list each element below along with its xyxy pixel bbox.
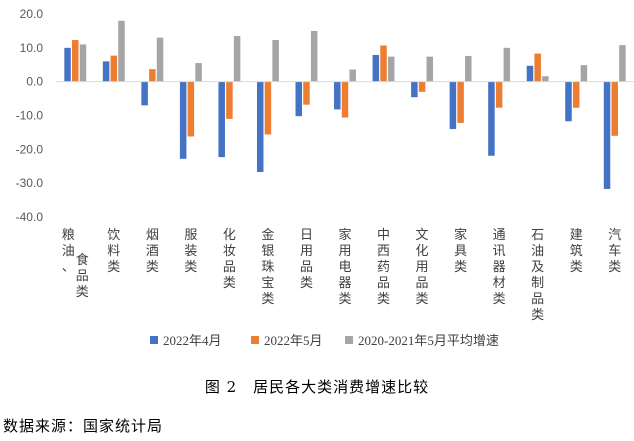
bar-2022-apr (295, 81, 303, 117)
bar-2020-2021-may-avg (310, 30, 318, 82)
legend-swatch (150, 336, 158, 344)
bar-2022-apr (372, 54, 380, 82)
bar-2020-2021-may-avg (387, 56, 395, 82)
category-label: 烟酒类 (146, 228, 159, 275)
bar-2022-may (534, 53, 541, 82)
bar-2022-apr (334, 81, 341, 110)
bar-2022-apr (411, 81, 418, 98)
bar-2020-2021-may-avg (619, 45, 626, 82)
y-tick-label: -30.0 (16, 176, 44, 190)
figure-caption: 图 2 居民各大类消费增速比较 (204, 378, 430, 396)
bar-2020-2021-may-avg (465, 55, 472, 82)
category-label: 建筑类 (570, 228, 583, 275)
bar-2022-may (264, 81, 272, 135)
bar-2020-2021-may-avg (195, 63, 202, 82)
bar-2022-apr (179, 81, 187, 159)
category-label: 化妆品类 (223, 228, 236, 291)
category-label: 通讯器材类 (493, 228, 506, 307)
bar-2020-2021-may-avg (233, 35, 241, 82)
legend-label: 2022年5月 (264, 333, 323, 348)
bar-2022-apr (218, 81, 225, 158)
category-label: 汽车类 (608, 228, 621, 275)
legend-swatch (251, 336, 259, 344)
bar-2020-2021-may-avg (349, 69, 356, 82)
bar-2020-2021-may-avg (118, 20, 125, 82)
y-tick-label: 20.0 (20, 7, 44, 21)
bar-2022-may (341, 81, 349, 118)
bar-2022-may (380, 45, 387, 82)
y-tick-label: -40.0 (16, 210, 44, 224)
category-label: 粮油、食品类 (62, 228, 89, 300)
y-tick-label: 0.0 (26, 75, 43, 89)
category-label: 金银珠宝类 (261, 227, 274, 307)
bar-2022-apr (526, 65, 534, 82)
bar-2020-2021-may-avg (426, 56, 434, 82)
bar-2022-apr (449, 81, 457, 130)
bar-2022-apr (141, 81, 148, 106)
bar-2022-may (110, 55, 118, 82)
bar-2020-2021-may-avg (79, 44, 87, 82)
bar-2020-2021-may-avg (156, 37, 164, 82)
bars (64, 20, 626, 189)
bar-2022-apr (64, 47, 71, 82)
category-label: 服装类 (184, 228, 197, 275)
bar-2020-2021-may-avg (503, 47, 511, 82)
legend: 2022年4月 2022年5月 2020-2021年5月平均增速 (150, 333, 499, 348)
y-tick-label: -10.0 (16, 109, 44, 123)
bar-2022-apr (488, 81, 495, 156)
y-axis: 20.0 10.0 0.0 -10.0 -20.0 -30.0 -40.0 (16, 7, 44, 224)
category-label: 家具类 (454, 227, 467, 275)
bar-2022-apr (565, 81, 572, 122)
y-tick-label: -20.0 (16, 142, 44, 156)
category-label: 家用电器类 (338, 227, 351, 307)
bar-2022-may (72, 40, 79, 82)
bar-chart: 20.0 10.0 0.0 -10.0 -20.0 -30.0 -40.0 粮油、食品类饮料… (16, 7, 634, 348)
legend-swatch (345, 336, 353, 344)
bar-2022-may (572, 81, 580, 108)
bar-2022-may (303, 81, 310, 105)
bar-2020-2021-may-avg (580, 65, 588, 82)
bar-2022-may (457, 81, 464, 123)
legend-label: 2020-2021年5月平均增速 (358, 333, 499, 348)
bar-2022-apr (102, 61, 110, 82)
bar-2022-may (495, 81, 503, 108)
bar-2022-may (149, 69, 156, 82)
category-label: 石油及制品类 (531, 228, 544, 323)
bar-2020-2021-may-avg (272, 40, 279, 82)
bar-2022-apr (603, 81, 611, 189)
legend-label: 2022年4月 (163, 333, 222, 348)
bar-2022-may (418, 81, 426, 92)
bar-2022-may (611, 81, 618, 136)
bar-2022-may (226, 81, 233, 119)
bar-2022-may (187, 81, 195, 137)
data-source-note: 数据来源：国家统计局 (3, 417, 164, 435)
category-label: 日用品类 (300, 228, 313, 291)
y-tick-label: 10.0 (20, 41, 44, 55)
category-label: 中西药品类 (377, 228, 390, 307)
category-label: 饮料类 (107, 228, 120, 275)
bar-2020-2021-may-avg (542, 76, 549, 82)
category-label: 文化用品类 (416, 228, 429, 307)
bar-2022-apr (256, 81, 264, 173)
category-labels: 粮油、食品类 饮料类 烟酒类 服装类 化妆品类 金银珠宝类 日用品类 家用电器类 中西药品类 文化… (62, 227, 621, 323)
